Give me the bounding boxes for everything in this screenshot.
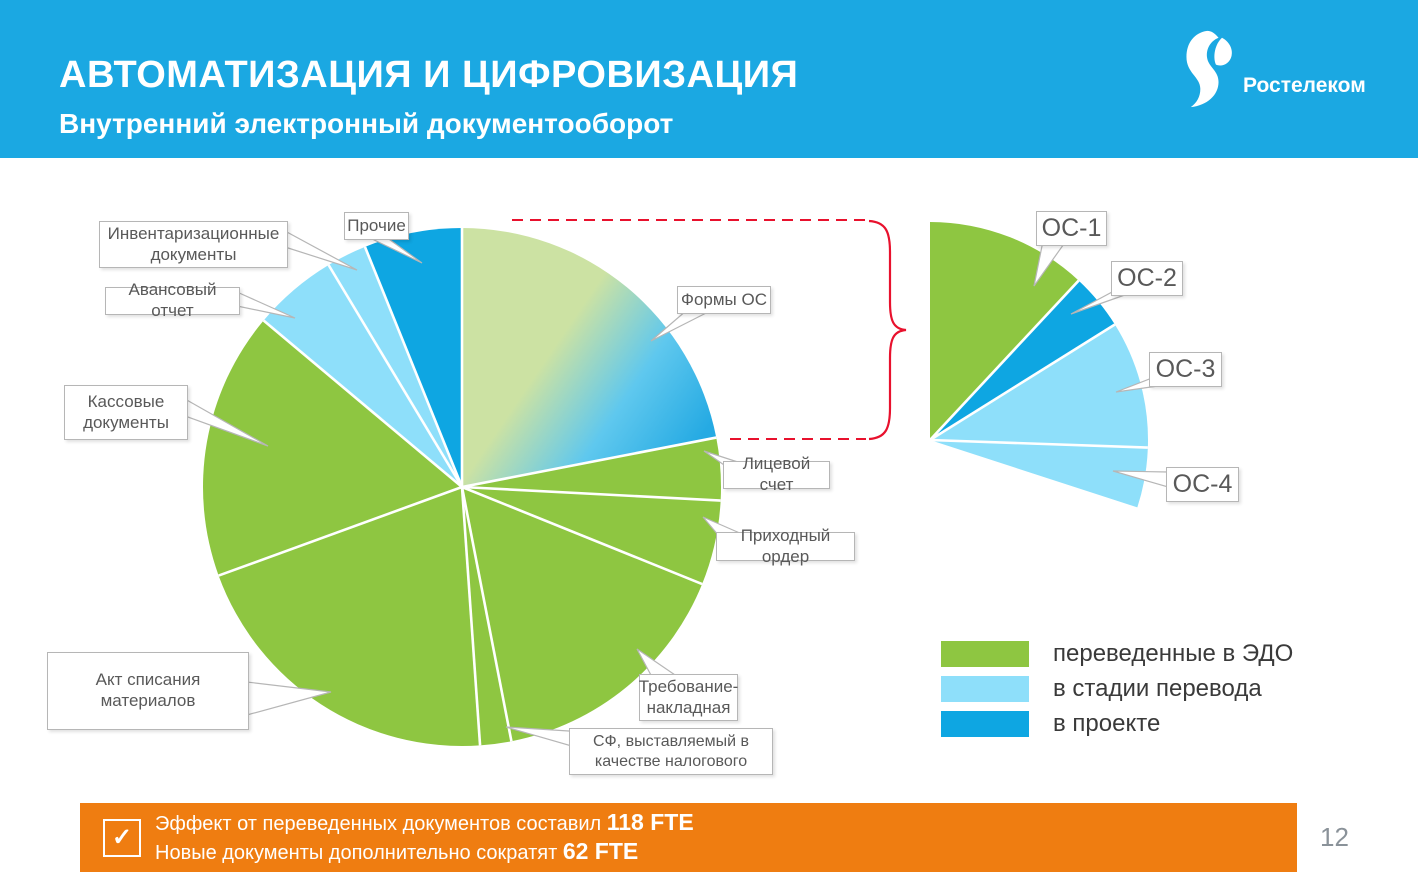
- slice-separator: [461, 485, 721, 502]
- rostelecom-logo-text: Ростелеком: [1243, 74, 1366, 97]
- slice-separator: [461, 485, 703, 586]
- slice-Авансовый отчет: [263, 264, 462, 487]
- effect-banner-text: Эффект от переведенных документов состав…: [155, 809, 694, 867]
- slice-Прочие: [364, 228, 462, 487]
- slice-ОС-4: [930, 440, 1148, 508]
- page-title: АВТОМАТИЗАЦИЯ И ЦИФРОВИЗАЦИЯ: [59, 54, 799, 96]
- effect-line-1-value: 118 FTE: [606, 808, 694, 835]
- slice-separator: [460, 486, 513, 742]
- legend-label: переведенные в ЭДО: [1053, 640, 1294, 667]
- callout-formy-os: Формы ОС: [677, 286, 771, 314]
- callout-os-4: ОС-4: [1166, 467, 1239, 502]
- page-number: 12: [1320, 822, 1349, 852]
- effect-line-2-value: 62 FTE: [562, 837, 639, 864]
- slice-ОС-3: [930, 324, 1148, 448]
- legend-row-planned: в проекте: [941, 710, 1293, 737]
- callout-licevoj-schet: Лицевой счет: [723, 454, 830, 494]
- legend: переведенные в ЭДО в стадии перевода в п…: [941, 640, 1294, 746]
- slice-separator: [929, 438, 1148, 449]
- checkmark-glyph: ✓: [111, 824, 133, 851]
- slice-Приходный ордер: [462, 487, 721, 585]
- slice-separator: [929, 279, 1080, 441]
- slice-ОС-2: [930, 280, 1115, 440]
- slice-Лицевой счет: [462, 437, 721, 501]
- slice-Требование-накладная: [462, 487, 703, 742]
- slice-separator: [929, 323, 1116, 442]
- callout-os-2: ОС-2: [1111, 261, 1183, 296]
- effect-line-1-text: Эффект от переведенных документов состав…: [155, 812, 607, 835]
- callout-sf-nalogovyj: СФ, выставляемый в качестве налогового: [569, 728, 773, 775]
- slice-ОС-1: [930, 222, 1079, 440]
- slice-Формы ОС: [462, 228, 717, 487]
- callout-trebovanie-nakladnaya: Требование-накладная: [639, 674, 738, 721]
- slice-Акт списания материалов: [218, 487, 481, 746]
- legend-row-in-progress: в стадии перевода: [941, 675, 1293, 702]
- slice-separator: [262, 319, 463, 488]
- os-forms-breakout-fan: [929, 222, 1148, 508]
- effect-line-2-text: Новые документы дополнительно сократят: [155, 841, 563, 864]
- legend-swatch-green: [941, 641, 1029, 667]
- legend-swatch-light-blue: [941, 676, 1029, 702]
- slice-Кассовые документы: [203, 320, 463, 576]
- header: АВТОМАТИЗАЦИЯ И ЦИФРОВИЗАЦИЯ Внутренний …: [0, 0, 1418, 158]
- callout-avansovyj-otchet: Авансовый отчет: [105, 280, 240, 320]
- page-subtitle: Внутренний электронный документооборот: [59, 108, 674, 139]
- callout-prochie: Прочие: [344, 212, 409, 240]
- effect-banner: ✓ Эффект от переведенных документов сост…: [80, 803, 1297, 872]
- effect-line-1: Эффект от переведенных документов состав…: [155, 809, 694, 838]
- main-pie: [203, 228, 721, 746]
- legend-label: в проекте: [1053, 710, 1161, 737]
- callout-os-1: ОС-1: [1036, 211, 1107, 246]
- callout-akt-spisaniya: Акт списания материалов: [47, 652, 249, 730]
- legend-swatch-blue: [941, 711, 1029, 737]
- rostelecom-logo: Ростелеком: [1183, 26, 1366, 112]
- slice-separator: [363, 246, 464, 488]
- callout-kassovye-dokumenty: Кассовые документы: [64, 385, 188, 440]
- curly-brace: [868, 219, 907, 441]
- callout-os-3: ОС-3: [1149, 352, 1222, 387]
- legend-label: в стадии перевода: [1053, 675, 1262, 702]
- effect-line-2: Новые документы дополнительно сократят 6…: [155, 838, 694, 867]
- slice-Инвентаризационные документы: [328, 246, 462, 487]
- callout-prihodnyj-order: Приходный ордер: [716, 526, 855, 566]
- legend-row-translated: переведенные в ЭДО: [941, 640, 1294, 667]
- checkmark-icon: ✓: [103, 818, 141, 857]
- rostelecom-logo-icon: [1186, 30, 1232, 108]
- slice-separator: [327, 264, 464, 488]
- slice-separator: [461, 436, 717, 489]
- callout-inventarizacionnye: Инвентаризационные документы: [99, 221, 288, 268]
- slice-separator: [460, 486, 482, 746]
- slice-separator: [218, 485, 463, 577]
